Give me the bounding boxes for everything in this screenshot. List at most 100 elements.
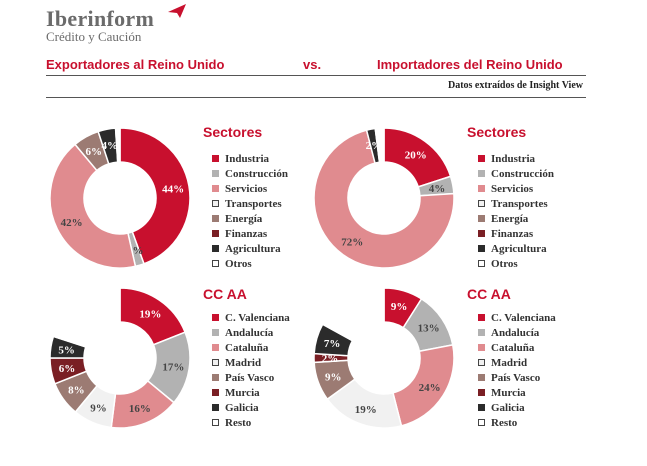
legend-label: Cataluña [225, 342, 269, 354]
legend-label: Resto [225, 417, 252, 429]
legend-label: Andalucía [225, 327, 274, 339]
legend-swatch [478, 215, 485, 222]
donut-slice [392, 344, 455, 427]
legend-label: Transportes [225, 198, 282, 210]
legend-swatch [478, 170, 485, 177]
legend-label: Finanzas [491, 228, 534, 240]
legend-item: Transportes [212, 197, 288, 212]
legend-label: Murcia [491, 387, 526, 399]
legend-label: País Vasco [491, 372, 541, 384]
data-label: 5% [58, 345, 75, 357]
legend-label: Construcción [491, 168, 554, 180]
chart-title-import-ccaa: CC AA [467, 286, 511, 302]
legend-label: Cataluña [491, 342, 535, 354]
legend-item: Resto [212, 416, 290, 431]
header-vs: vs. [303, 57, 322, 72]
legend-swatch [212, 260, 219, 267]
donut-slice [321, 287, 385, 342]
legend-swatch [478, 230, 485, 237]
legend-item: Industria [478, 152, 554, 167]
brand-tagline: Crédito y Caución [46, 29, 142, 44]
legend-swatch [212, 389, 219, 396]
legend-swatch [212, 200, 219, 207]
legend-label: Construcción [225, 168, 288, 180]
plane-icon [168, 4, 186, 18]
legend-label: Madrid [225, 357, 262, 369]
donut-slice [313, 129, 455, 269]
legend-label: Resto [491, 417, 518, 429]
chart-title-export-sectores: Sectores [203, 124, 263, 140]
data-label: 9% [325, 371, 342, 383]
legend-item: Finanzas [478, 227, 554, 242]
legend-label: Galicia [491, 402, 525, 414]
legend-label: Agricultura [225, 243, 281, 255]
header-rule-top [46, 75, 586, 76]
data-label: 72% [341, 237, 363, 249]
legend-item: Agricultura [478, 242, 554, 257]
legend-item: Finanzas [212, 227, 288, 242]
legend-label: Industria [491, 153, 536, 165]
legend-swatch [478, 185, 485, 192]
legend-item: Transportes [478, 197, 554, 212]
legend-item: Servicios [478, 182, 554, 197]
legend-export-ccaa: C. Valenciana Andalucía Cataluña Madrid País… [212, 311, 290, 431]
legend-swatch [212, 185, 219, 192]
data-label: 2% [322, 353, 339, 365]
legend-swatch [478, 260, 485, 267]
legend-swatch [478, 314, 485, 321]
data-label: 6% [85, 146, 102, 158]
legend-swatch [212, 359, 219, 366]
data-label: 19% [139, 308, 161, 320]
data-label: 9% [90, 403, 107, 415]
legend-label: Murcia [225, 387, 260, 399]
donut-slice [374, 127, 385, 164]
legend-swatch [212, 245, 219, 252]
brand-logo: Iberinform Crédito y Caución [46, 6, 154, 45]
header-right: Importadores del Reino Unido [377, 57, 563, 72]
data-label: 19% [355, 404, 377, 416]
legend-label: Agricultura [491, 243, 547, 255]
legend-label: Servicios [225, 183, 268, 195]
chart-title-import-sectores: Sectores [467, 124, 527, 140]
donut-slice [52, 287, 121, 348]
header-left: Exportadores al Reino Unido [46, 57, 225, 72]
legend-swatch [212, 314, 219, 321]
legend-swatch [478, 374, 485, 381]
legend-item: Otros [478, 257, 554, 272]
data-source: Datos extraídos de Insight View [447, 80, 583, 91]
legend-label: Madrid [491, 357, 528, 369]
data-label: 4% [102, 140, 119, 152]
legend-swatch [478, 359, 485, 366]
legend-item: Murcia [212, 386, 290, 401]
data-label: 9% [391, 301, 408, 313]
legend-item: Galicia [478, 401, 556, 416]
legend-swatch [478, 404, 485, 411]
legend-item: Cataluña [478, 341, 556, 356]
legend-label: Galicia [225, 402, 259, 414]
legend-item: Industria [212, 152, 288, 167]
legend-swatch [478, 245, 485, 252]
legend-item: Murcia [478, 386, 556, 401]
legend-item: País Vasco [212, 371, 290, 386]
legend-swatch [212, 155, 219, 162]
legend-item: Resto [478, 416, 556, 431]
brand-name: Iberinform [46, 6, 155, 31]
legend-label: Industria [225, 153, 270, 165]
data-label: 8% [68, 385, 85, 397]
legend-swatch [212, 215, 219, 222]
legend-label: Transportes [491, 198, 548, 210]
legend-item: País Vasco [478, 371, 556, 386]
donut-slice [49, 143, 137, 269]
legend-item: C. Valenciana [478, 311, 556, 326]
legend-swatch [478, 155, 485, 162]
legend-swatch [212, 230, 219, 237]
legend-item: Energía [212, 212, 288, 227]
legend-label: País Vasco [225, 372, 275, 384]
data-label: 42% [61, 217, 83, 229]
legend-item: Energía [478, 212, 554, 227]
data-label: 16% [129, 403, 151, 415]
header-rule-bottom [46, 97, 586, 98]
data-label: 13% [418, 323, 440, 335]
legend-swatch [478, 419, 485, 426]
chart-title-export-ccaa: CC AA [203, 286, 247, 302]
